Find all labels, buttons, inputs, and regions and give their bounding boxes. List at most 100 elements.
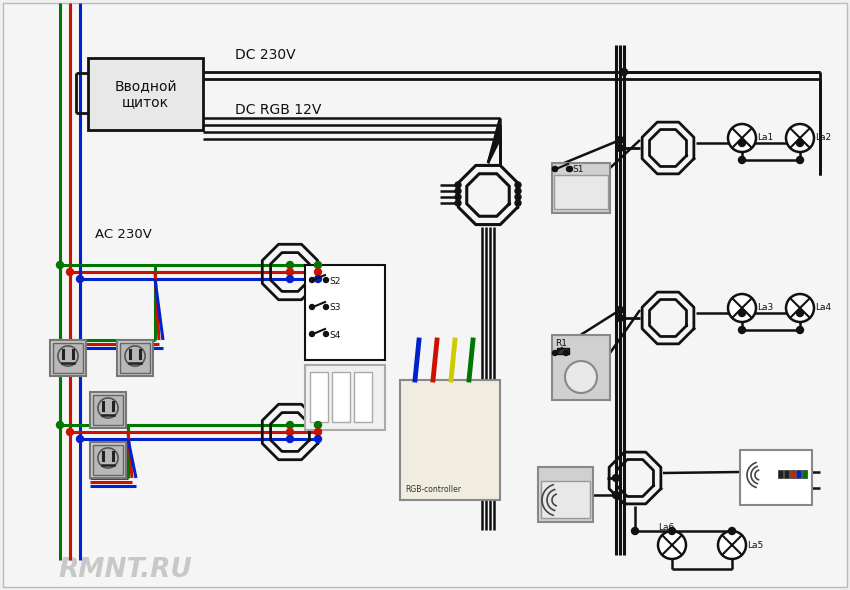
FancyBboxPatch shape — [557, 348, 569, 354]
Text: La5: La5 — [747, 540, 763, 549]
Circle shape — [613, 491, 620, 499]
Circle shape — [552, 166, 558, 172]
Circle shape — [552, 350, 558, 356]
Text: La2: La2 — [815, 133, 831, 143]
Text: RGB-controller: RGB-controller — [405, 486, 461, 494]
Circle shape — [718, 531, 746, 559]
Circle shape — [515, 200, 521, 206]
Text: Вводной
щиток: Вводной щиток — [114, 79, 177, 109]
FancyBboxPatch shape — [50, 340, 86, 376]
Text: AC 230V: AC 230V — [95, 228, 152, 241]
Circle shape — [56, 421, 64, 428]
Text: R1: R1 — [555, 339, 567, 348]
Circle shape — [455, 200, 461, 206]
Circle shape — [616, 145, 624, 152]
FancyBboxPatch shape — [784, 470, 789, 478]
Circle shape — [568, 166, 573, 172]
FancyBboxPatch shape — [90, 442, 126, 478]
Text: DC RGB 12V: DC RGB 12V — [235, 103, 321, 117]
FancyBboxPatch shape — [90, 392, 126, 428]
Circle shape — [309, 277, 314, 283]
FancyBboxPatch shape — [740, 450, 812, 505]
Circle shape — [616, 314, 624, 322]
FancyBboxPatch shape — [93, 395, 123, 425]
Circle shape — [314, 261, 321, 268]
Circle shape — [515, 188, 521, 194]
Circle shape — [66, 428, 73, 435]
Circle shape — [314, 435, 321, 442]
Circle shape — [796, 139, 803, 146]
Circle shape — [620, 68, 627, 76]
Circle shape — [786, 124, 814, 152]
Circle shape — [739, 326, 745, 333]
Circle shape — [76, 276, 83, 283]
Circle shape — [658, 531, 686, 559]
FancyBboxPatch shape — [554, 175, 608, 209]
FancyBboxPatch shape — [778, 470, 783, 478]
Circle shape — [786, 294, 814, 322]
FancyBboxPatch shape — [790, 470, 795, 478]
Circle shape — [564, 350, 569, 356]
Text: DC 230V: DC 230V — [235, 48, 296, 62]
Circle shape — [728, 124, 756, 152]
Circle shape — [796, 156, 803, 163]
Circle shape — [515, 182, 521, 188]
Circle shape — [728, 294, 756, 322]
Circle shape — [616, 136, 624, 143]
FancyBboxPatch shape — [117, 340, 153, 376]
FancyBboxPatch shape — [93, 445, 123, 475]
Circle shape — [286, 268, 293, 276]
Circle shape — [796, 326, 803, 333]
FancyBboxPatch shape — [354, 372, 372, 422]
Text: S4: S4 — [329, 330, 340, 339]
Circle shape — [286, 428, 293, 435]
Text: La1: La1 — [757, 133, 774, 143]
FancyBboxPatch shape — [552, 335, 610, 400]
Circle shape — [616, 306, 624, 313]
FancyBboxPatch shape — [88, 58, 203, 130]
Text: S1: S1 — [572, 166, 583, 175]
Text: RMNT.RU: RMNT.RU — [58, 557, 192, 583]
Circle shape — [739, 156, 745, 163]
Circle shape — [314, 421, 321, 428]
Circle shape — [796, 310, 803, 316]
Circle shape — [455, 194, 461, 200]
Circle shape — [309, 332, 314, 336]
Text: La6: La6 — [658, 523, 674, 532]
Circle shape — [286, 261, 293, 268]
Circle shape — [739, 139, 745, 146]
FancyBboxPatch shape — [3, 3, 847, 587]
Circle shape — [455, 188, 461, 194]
FancyBboxPatch shape — [120, 343, 150, 373]
Circle shape — [566, 166, 571, 172]
Circle shape — [515, 194, 521, 200]
FancyBboxPatch shape — [796, 470, 801, 478]
Circle shape — [455, 182, 461, 188]
Circle shape — [565, 361, 597, 393]
FancyBboxPatch shape — [305, 365, 385, 430]
Circle shape — [286, 276, 293, 283]
Text: S3: S3 — [329, 303, 341, 313]
Circle shape — [286, 435, 293, 442]
FancyBboxPatch shape — [400, 380, 500, 500]
FancyBboxPatch shape — [53, 343, 83, 373]
FancyBboxPatch shape — [538, 467, 593, 522]
FancyBboxPatch shape — [541, 481, 590, 518]
Circle shape — [56, 261, 64, 268]
Circle shape — [314, 268, 321, 276]
Circle shape — [324, 332, 328, 336]
Circle shape — [324, 277, 328, 283]
FancyBboxPatch shape — [332, 372, 350, 422]
Circle shape — [668, 527, 676, 535]
Circle shape — [613, 474, 620, 481]
Circle shape — [739, 310, 745, 316]
Text: S2: S2 — [329, 277, 340, 286]
Circle shape — [632, 527, 638, 535]
Circle shape — [552, 166, 558, 172]
Circle shape — [286, 421, 293, 428]
FancyBboxPatch shape — [305, 265, 385, 360]
FancyBboxPatch shape — [802, 470, 807, 478]
Text: La3: La3 — [757, 303, 774, 313]
Circle shape — [324, 304, 328, 310]
Text: La4: La4 — [815, 303, 831, 313]
